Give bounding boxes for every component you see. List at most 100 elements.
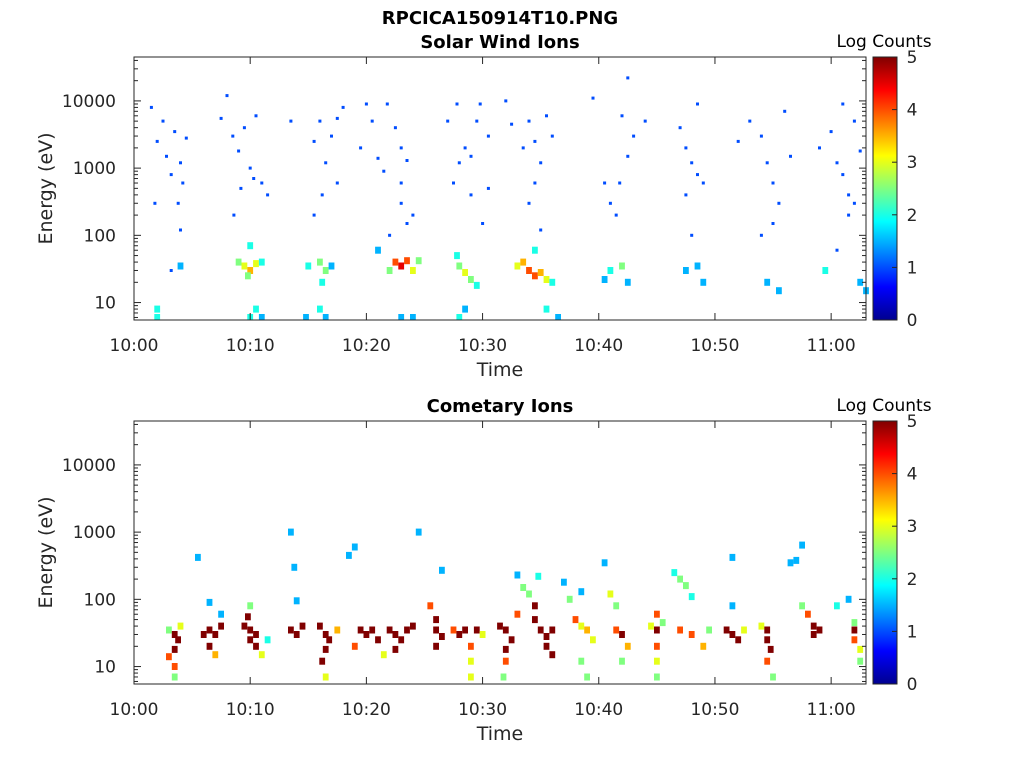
x-tick-label: 11:00 xyxy=(807,336,856,356)
heatmap-cell xyxy=(706,626,712,634)
y-tick-label: 10000 xyxy=(62,92,116,112)
heatmap-cell xyxy=(497,622,503,630)
heatmap-cell xyxy=(533,139,537,143)
heatmap-cell xyxy=(678,126,682,130)
heatmap-cell xyxy=(684,193,688,197)
heatmap-cell xyxy=(857,657,864,665)
heatmap-cell xyxy=(468,276,474,283)
heatmap-cell xyxy=(468,673,474,681)
heatmap-cell xyxy=(320,193,324,197)
heatmap-cell xyxy=(206,642,213,650)
heatmap-cell xyxy=(456,262,463,270)
heatmap-cell xyxy=(153,201,157,205)
heatmap-cell xyxy=(247,602,254,610)
heatmap-cell xyxy=(328,262,335,270)
heatmap-cell xyxy=(258,258,265,266)
heatmap-cell xyxy=(481,222,485,225)
heatmap-cell xyxy=(723,626,730,634)
heatmap-cell xyxy=(398,314,405,320)
heatmap-cell xyxy=(359,146,363,150)
heatmap-cell xyxy=(578,657,585,665)
x-tick-label: 10:20 xyxy=(342,700,391,720)
heatmap-cell xyxy=(241,262,248,270)
heatmap-cell xyxy=(293,631,300,638)
heatmap-cell xyxy=(550,134,554,138)
heatmap-cell xyxy=(334,626,341,634)
heatmap-cell xyxy=(212,651,219,659)
heatmap-cell xyxy=(771,181,775,185)
heatmap-cell xyxy=(654,626,660,634)
heatmap-cell xyxy=(317,258,323,266)
heatmap-cell xyxy=(462,269,468,276)
heatmap-cell xyxy=(626,76,630,80)
heatmap-cell xyxy=(818,146,821,150)
heatmap-cell xyxy=(346,551,352,559)
heatmap-cell xyxy=(532,616,538,624)
heatmap-cell xyxy=(770,673,776,681)
colorbar-tick-label: 3 xyxy=(907,153,918,173)
colorbar-label: Log Counts xyxy=(836,396,931,416)
heatmap-cell xyxy=(322,645,329,653)
heatmap-cell xyxy=(169,269,173,272)
heatmap-cell xyxy=(404,257,410,265)
heatmap-cell xyxy=(439,633,445,640)
heatmap-cell xyxy=(335,181,339,185)
heatmap-cell xyxy=(375,246,381,254)
x-tick-label: 10:40 xyxy=(574,336,623,356)
heatmap-cell xyxy=(232,213,236,217)
heatmap-cell xyxy=(677,575,683,583)
heatmap-cell xyxy=(388,233,392,237)
heatmap-cell xyxy=(247,626,254,634)
y-axis-label: Energy (eV) xyxy=(35,132,57,244)
x-axis-label: Time xyxy=(476,359,524,381)
heatmap-cell xyxy=(456,631,463,638)
heatmap-cell xyxy=(206,598,213,606)
heatmap-cell xyxy=(696,173,699,177)
panel-title: Cometary Ions xyxy=(427,396,574,417)
colorbar-tick-label: 1 xyxy=(907,258,918,278)
heatmap-cell xyxy=(533,181,537,185)
heatmap-cell xyxy=(399,146,403,150)
heatmap-cell xyxy=(322,314,329,320)
heatmap-cell xyxy=(218,610,224,618)
heatmap-cell xyxy=(736,139,740,143)
heatmap-cell xyxy=(619,657,625,665)
heatmap-cell xyxy=(520,258,527,266)
heatmap-cell xyxy=(847,213,851,217)
x-tick-label: 10:00 xyxy=(110,336,159,356)
heatmap-cell xyxy=(376,156,380,160)
y-tick-label: 1000 xyxy=(73,523,116,543)
heatmap-cell xyxy=(841,102,845,106)
heatmap-cell xyxy=(299,622,306,630)
heatmap-cell xyxy=(654,657,660,665)
heatmap-cell xyxy=(385,102,389,106)
heatmap-cell xyxy=(410,267,416,274)
heatmap-cell xyxy=(677,626,683,634)
colorbar-tick-label: 5 xyxy=(907,48,918,68)
heatmap-cell xyxy=(735,636,742,644)
heatmap-cell xyxy=(816,626,823,634)
y-tick-label: 100 xyxy=(84,590,116,610)
heatmap-cell xyxy=(404,626,410,634)
heatmap-cell xyxy=(584,673,590,681)
heatmap-cell xyxy=(439,566,445,574)
heatmap-cell xyxy=(614,213,618,217)
heatmap-cell xyxy=(572,616,579,624)
heatmap-cell xyxy=(688,631,695,638)
heatmap-cell xyxy=(475,119,479,123)
heatmap-cell xyxy=(293,597,300,605)
heatmap-cell xyxy=(392,258,399,266)
heatmap-cell xyxy=(851,636,858,644)
heatmap-cell xyxy=(486,186,490,190)
heatmap-cell xyxy=(834,602,840,610)
heatmap-cell xyxy=(455,102,459,106)
heatmap-cell xyxy=(317,622,323,630)
heatmap-cell xyxy=(690,161,694,165)
heatmap-cell xyxy=(539,161,543,165)
heatmap-cell xyxy=(195,553,201,561)
heatmap-cell xyxy=(247,267,254,274)
heatmap-cell xyxy=(468,657,474,665)
heatmap-cell xyxy=(543,642,550,650)
heatmap-cell xyxy=(783,109,787,113)
